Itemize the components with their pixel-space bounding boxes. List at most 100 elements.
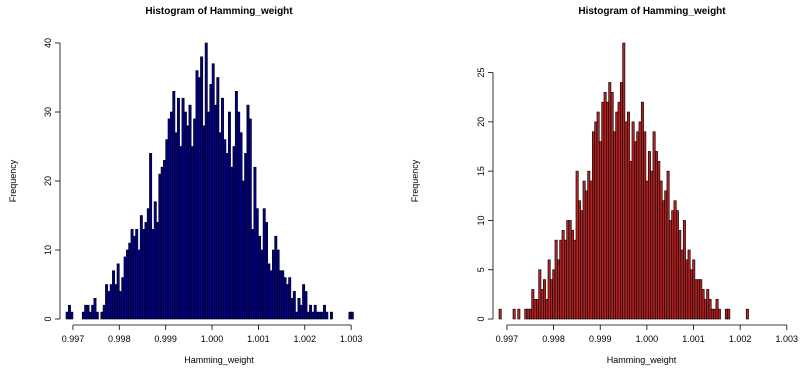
histogram-bar xyxy=(596,111,600,320)
histogram-bar xyxy=(153,201,157,320)
histogram-bar xyxy=(675,210,679,320)
histogram-bar xyxy=(727,308,731,320)
histogram-bar xyxy=(615,111,619,320)
histogram-bar xyxy=(167,118,171,320)
histogram-bar xyxy=(538,269,542,320)
histogram-bar xyxy=(170,111,173,320)
histogram-bar xyxy=(710,308,714,320)
histogram-bar xyxy=(125,249,129,320)
histogram-bar xyxy=(313,304,317,320)
histogram-bar xyxy=(200,56,204,320)
histogram-bar xyxy=(524,308,528,320)
histogram-bar xyxy=(232,146,236,320)
histogram-bar xyxy=(323,304,326,320)
histogram-bar xyxy=(88,311,92,320)
histogram-bar xyxy=(193,118,197,320)
histogram-bar xyxy=(65,311,69,320)
y-tick-label: 20 xyxy=(43,176,53,186)
histogram-bar xyxy=(678,229,682,320)
histogram-bar xyxy=(587,170,591,320)
histogram-bar xyxy=(304,291,308,320)
histogram-bar xyxy=(517,308,521,320)
histogram-bar xyxy=(195,70,199,320)
histogram-panel-2: Histogram of Hamming_weight 0.997 0.998 0.9… xyxy=(410,6,798,365)
histogram-bar xyxy=(564,239,567,320)
histogram-bar xyxy=(244,153,248,320)
histogram-bar xyxy=(269,270,273,320)
histogram-bar xyxy=(329,311,333,320)
histogram-bar xyxy=(580,210,584,320)
histogram-bar xyxy=(589,180,593,320)
histogram-bar xyxy=(183,111,187,320)
histogram-bar xyxy=(81,311,85,320)
y-tick-label: 20 xyxy=(476,117,486,127)
histogram-bar xyxy=(306,311,310,320)
chart-title: Histogram of Hamming_weight xyxy=(145,6,293,17)
x-tick-label: 0.998 xyxy=(108,334,131,344)
histogram-bar xyxy=(682,220,686,320)
x-tick-label: 1.000 xyxy=(636,334,659,344)
histogram-bar xyxy=(186,125,190,320)
histogram-bar xyxy=(529,308,532,320)
histogram-bar xyxy=(617,101,621,320)
histogram-bar xyxy=(144,222,148,320)
x-axis-label: Hamming_weight xyxy=(607,355,677,365)
bars xyxy=(65,42,354,320)
histogram-bar xyxy=(290,297,294,320)
histogram-bar xyxy=(281,270,285,320)
histogram-bar xyxy=(190,146,194,320)
histogram-bar xyxy=(717,308,721,320)
histogram-bar xyxy=(114,284,118,320)
histogram-bar xyxy=(253,166,257,320)
histogram-bar xyxy=(246,104,250,320)
histogram-bar xyxy=(179,146,183,320)
histogram-bar xyxy=(645,180,649,320)
histogram-bar xyxy=(638,121,642,320)
histogram-bar xyxy=(151,229,155,320)
histogram-bar xyxy=(570,229,574,320)
histogram-bar xyxy=(248,118,252,320)
histogram-bar xyxy=(348,311,352,320)
histogram-bar xyxy=(86,304,90,320)
histogram-bar xyxy=(258,235,262,320)
histogram-bar xyxy=(547,259,551,320)
histogram-bar xyxy=(234,91,238,320)
chart-title: Histogram of Hamming_weight xyxy=(578,6,726,17)
histogram-bar xyxy=(610,91,614,320)
histogram-bar xyxy=(603,91,607,320)
histogram-bar xyxy=(93,297,97,320)
histogram-bar xyxy=(262,208,266,320)
histogram-bar xyxy=(139,215,143,320)
histogram-bar xyxy=(135,229,139,320)
histogram-bar xyxy=(573,239,577,320)
x-tick-label: 1.003 xyxy=(776,334,799,344)
histogram-bar xyxy=(633,141,637,320)
histogram-bar xyxy=(724,308,728,320)
histogram-bar xyxy=(591,131,595,320)
y-tick-label: 10 xyxy=(476,215,486,225)
histogram-bar xyxy=(230,166,234,320)
x-tick-label: 1.002 xyxy=(729,334,752,344)
histogram-bar xyxy=(622,42,626,320)
histogram-bar xyxy=(668,220,672,320)
histogram-bar xyxy=(225,153,229,320)
histogram-bar xyxy=(545,298,549,320)
histogram-bar xyxy=(163,160,166,320)
histogram-bar xyxy=(84,304,88,320)
x-tick-label: 1.003 xyxy=(340,334,363,344)
histogram-bar xyxy=(188,104,192,320)
histogram-bar xyxy=(174,132,178,320)
x-tick-label: 0.997 xyxy=(496,334,519,344)
histogram-bar xyxy=(214,104,217,320)
histogram-bar xyxy=(692,259,696,320)
histogram-bar xyxy=(701,289,705,320)
histogram-bar xyxy=(181,97,185,320)
histogram-bar xyxy=(654,151,658,320)
histogram-bar xyxy=(598,141,602,320)
histogram-bar xyxy=(631,121,635,320)
histogram-bar xyxy=(272,249,275,320)
histogram-bar xyxy=(664,190,668,320)
x-axis-label: Hamming_weight xyxy=(184,355,254,365)
histogram-bar xyxy=(132,235,136,320)
y-axis-label: Frequency xyxy=(410,159,420,202)
